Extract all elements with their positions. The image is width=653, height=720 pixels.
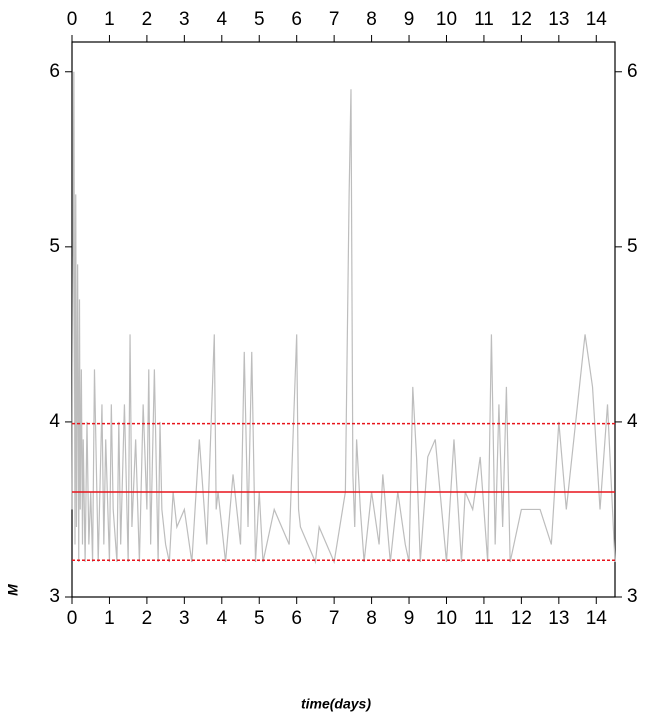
y-tick-label-right: 4 <box>627 411 638 432</box>
x-tick-label-top: 14 <box>586 9 608 30</box>
x-tick-label: 9 <box>404 608 415 629</box>
x-tick-label-top: 13 <box>548 9 569 30</box>
y-axis-label: M <box>5 584 21 596</box>
x-tick-label: 6 <box>291 608 302 629</box>
data-line <box>71 71 616 565</box>
x-tick-label-top: 10 <box>436 9 457 30</box>
x-tick-label: 3 <box>179 608 190 629</box>
x-tick-label-top: 0 <box>67 9 78 30</box>
y-tick-label-right: 5 <box>627 236 638 257</box>
y-tick-label: 3 <box>49 586 60 607</box>
x-tick-label-top: 2 <box>142 9 153 30</box>
x-tick-label-top: 5 <box>254 9 265 30</box>
x-tick-label: 11 <box>474 608 494 629</box>
x-tick-label-top: 6 <box>291 9 302 30</box>
y-tick-label: 6 <box>49 61 60 82</box>
x-tick-label: 14 <box>586 608 608 629</box>
x-tick-label: 13 <box>548 608 569 629</box>
y-tick-label: 5 <box>49 236 60 257</box>
plot-frame <box>71 41 616 598</box>
x-tick-label: 5 <box>254 608 265 629</box>
x-tick-label-top: 3 <box>179 9 190 30</box>
x-tick-label: 1 <box>104 608 115 629</box>
x-tick-label: 0 <box>67 608 78 629</box>
x-tick-label-top: 1 <box>104 9 115 30</box>
x-tick-label: 8 <box>366 608 377 629</box>
x-tick-label-top: 11 <box>474 9 494 30</box>
y-tick-label-right: 3 <box>627 586 638 607</box>
x-tick-label: 4 <box>217 608 228 629</box>
x-tick-label-top: 12 <box>511 9 532 30</box>
x-tick-label: 10 <box>436 608 457 629</box>
x-axis-label: time(days) <box>301 696 371 712</box>
x-tick-label-top: 7 <box>329 9 340 30</box>
y-tick-label-right: 6 <box>627 61 638 82</box>
x-tick-label-top: 9 <box>404 9 415 30</box>
x-tick-label-top: 8 <box>366 9 377 30</box>
x-tick-label: 7 <box>329 608 340 629</box>
x-tick-label-top: 4 <box>217 9 228 30</box>
y-tick-label: 4 <box>49 411 60 432</box>
x-tick-label: 2 <box>142 608 153 629</box>
x-tick-label: 12 <box>511 608 532 629</box>
